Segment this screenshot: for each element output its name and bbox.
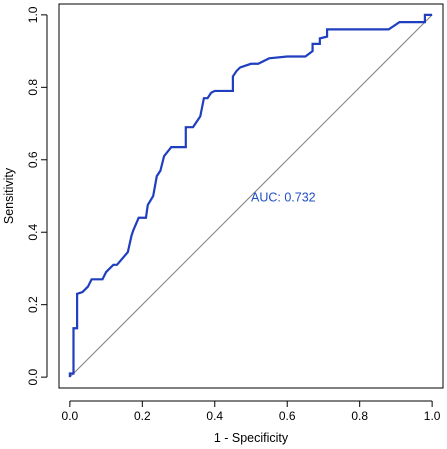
x-tick-label: 0.2 — [134, 409, 151, 423]
x-tick-label: 0.6 — [279, 409, 296, 423]
reference-diagonal-line — [69, 14, 433, 378]
x-tick-label: 1.0 — [424, 409, 441, 423]
x-tick-label: 0.4 — [206, 409, 223, 423]
y-axis-title: Sensitivity — [2, 167, 16, 224]
x-axis-title: 1 - Specificity — [214, 431, 289, 445]
y-tick-label: 0.4 — [26, 224, 40, 241]
roc-curve-series — [68, 13, 433, 378]
auc-annotation: AUC: 0.732 — [251, 190, 316, 204]
y-tick-label: 0.0 — [26, 368, 40, 385]
y-axis: 0.0 0.2 0.4 0.6 0.8 1.0 — [26, 6, 48, 385]
y-tick-label: 0.6 — [26, 151, 40, 168]
x-axis: 0.0 0.2 0.4 0.6 0.8 1.0 — [62, 400, 441, 423]
x-tick-label: 0.8 — [351, 409, 368, 423]
y-tick-label: 0.8 — [26, 79, 40, 96]
y-tick-label: 1.0 — [26, 6, 40, 23]
x-tick-label: 0.0 — [62, 409, 79, 423]
plot-frame — [58, 3, 444, 389]
y-tick-label: 0.2 — [26, 296, 40, 313]
